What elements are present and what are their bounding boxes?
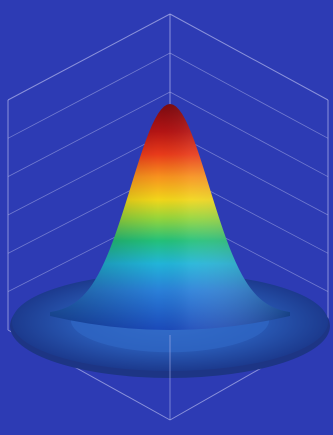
box-edge-top-left xyxy=(7,13,171,101)
grid-line-left-wall xyxy=(7,91,171,178)
grid-line-left-wall xyxy=(7,130,171,216)
grid-line-right-wall xyxy=(169,52,329,139)
gaussian-bell-shading xyxy=(50,104,290,330)
grid-line-left-wall xyxy=(7,52,171,139)
grid-line-right-wall xyxy=(169,130,329,216)
gaussian-surface xyxy=(10,104,330,378)
box-edge-top-right xyxy=(169,13,329,101)
grid-line-right-wall xyxy=(169,91,329,178)
